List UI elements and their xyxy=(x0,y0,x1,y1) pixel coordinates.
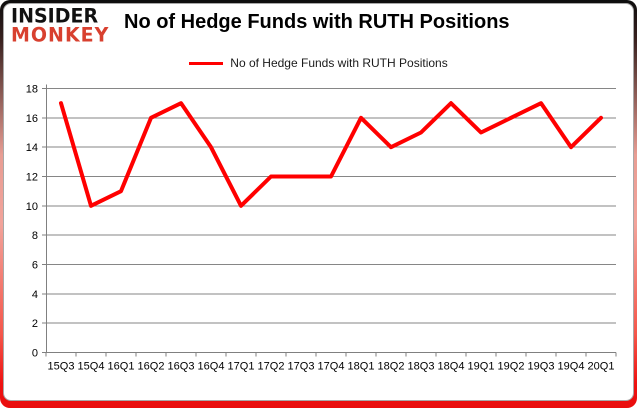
logo-line-insider: INSIDER xyxy=(11,4,99,28)
x-axis-tick-label: 18Q3 xyxy=(408,361,435,373)
x-axis-tick-label: 19Q3 xyxy=(528,361,555,373)
y-axis-tick-label: 0 xyxy=(32,348,38,360)
y-axis-tick-label: 10 xyxy=(26,201,38,213)
y-axis-tick-label: 18 xyxy=(26,84,38,96)
series-line xyxy=(59,101,603,208)
y-axis-tick-label: 16 xyxy=(26,113,38,125)
x-axis-tick-label: 17Q4 xyxy=(318,361,345,373)
y-axis-tick-label: 12 xyxy=(26,172,38,184)
x-axis-tick-label: 16Q1 xyxy=(108,361,135,373)
y-axis-tick-label: 8 xyxy=(32,230,38,242)
legend-line-swatch xyxy=(189,61,224,65)
chart-title: No of Hedge Funds with RUTH Positions xyxy=(124,11,510,33)
insider-monkey-logo: INSIDER MONKEY xyxy=(11,4,110,47)
x-axis-tick-label: 18Q4 xyxy=(438,361,465,373)
x-axis-tick-label: 16Q2 xyxy=(138,361,165,373)
x-axis-tick-label: 20Q1 xyxy=(588,361,615,373)
y-axis-tick-label: 4 xyxy=(32,289,38,301)
legend: No of Hedge Funds with RUTH Positions xyxy=(0,56,637,70)
x-axis-tick-label: 19Q2 xyxy=(498,361,525,373)
logo-line-monkey: MONKEY xyxy=(11,23,110,47)
x-axis-tick-label: 18Q1 xyxy=(348,361,375,373)
y-axis-tick-label: 6 xyxy=(32,260,38,272)
y-axis-tick-label: 2 xyxy=(32,318,38,330)
x-axis-tick-label: 19Q1 xyxy=(468,361,495,373)
x-axis-tick-label: 19Q4 xyxy=(558,361,585,373)
x-axis-tick-label: 15Q3 xyxy=(48,361,75,373)
x-axis-tick-label: 18Q2 xyxy=(378,361,405,373)
x-axis-tick-label: 17Q3 xyxy=(288,361,315,373)
x-axis-tick-label: 16Q4 xyxy=(198,361,225,373)
legend-label: No of Hedge Funds with RUTH Positions xyxy=(230,56,448,70)
x-axis-tick-label: 15Q4 xyxy=(78,361,105,373)
x-axis-tick-label: 16Q3 xyxy=(168,361,195,373)
x-axis-tick-label: 17Q1 xyxy=(228,361,255,373)
x-axis-tick-label: 17Q2 xyxy=(258,361,285,373)
y-axis-tick-label: 14 xyxy=(26,142,38,154)
chart-panel xyxy=(3,3,634,401)
